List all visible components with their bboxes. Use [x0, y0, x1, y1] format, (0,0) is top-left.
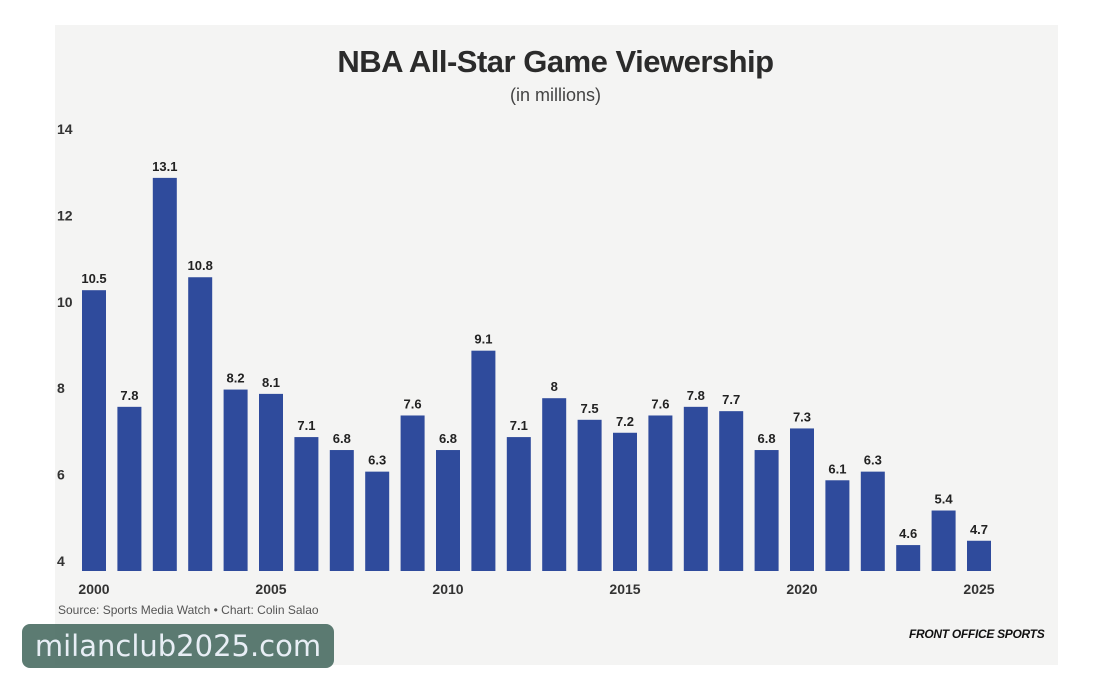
bar-2002: [152, 177, 177, 571]
data-label: 10.8: [188, 258, 213, 273]
chart-subtitle: (in millions): [509, 85, 601, 105]
bar-2025: [967, 540, 991, 571]
bar-2021: [825, 480, 850, 571]
bar-2007: [329, 450, 354, 571]
x-tick-label: 2000: [78, 581, 109, 597]
y-tick-label: 10: [57, 294, 73, 310]
bar-2017: [683, 406, 708, 571]
watermark: milanclub2025.com: [22, 624, 334, 668]
bar-2023: [896, 545, 921, 571]
data-label: 6.3: [368, 453, 386, 468]
bar-2006: [294, 437, 319, 571]
y-tick-label: 8: [57, 380, 65, 396]
data-label: 9.1: [474, 332, 492, 347]
data-label: 8.2: [227, 371, 245, 386]
bar-2018: [719, 411, 744, 571]
data-label: 7.6: [404, 396, 422, 411]
bar-2003: [188, 277, 213, 571]
chart-title: NBA All-Star Game Viewership: [337, 44, 774, 79]
bar-2015: [613, 432, 637, 571]
x-tick-label: 2010: [432, 581, 463, 597]
bar-2009: [400, 415, 425, 571]
data-label: 7.1: [510, 418, 528, 433]
bar-2010: [436, 450, 460, 571]
bar-2011: [471, 350, 496, 571]
bar-2008: [365, 471, 390, 571]
data-label: 6.8: [758, 431, 776, 446]
bar-2024: [931, 510, 956, 571]
data-label: 5.4: [935, 492, 954, 507]
bar-2014: [577, 419, 602, 571]
data-label: 6.1: [828, 461, 846, 476]
source-note: Source: Sports Media Watch • Chart: Coli…: [58, 603, 319, 617]
y-tick-label: 4: [57, 553, 65, 569]
data-label: 8: [551, 379, 558, 394]
x-tick-label: 2005: [255, 581, 286, 597]
bar-2022: [860, 471, 885, 571]
y-tick-label: 6: [57, 467, 65, 483]
bar-2004: [223, 389, 248, 571]
bar-2019: [754, 450, 779, 571]
y-tick-label: 14: [57, 121, 73, 137]
data-label: 10.5: [81, 271, 106, 286]
bar-2020: [790, 428, 814, 571]
data-label: 7.5: [581, 401, 599, 416]
x-tick-label: 2015: [609, 581, 640, 597]
x-tick-label: 2025: [963, 581, 994, 597]
data-label: 7.1: [297, 418, 315, 433]
data-label: 4.7: [970, 522, 988, 537]
y-tick-label: 12: [57, 207, 73, 223]
bar-2012: [506, 437, 531, 571]
data-label: 6.3: [864, 453, 882, 468]
brand-logo: FRONT OFFICE SPORTS: [909, 627, 1045, 641]
data-label: 4.6: [899, 526, 917, 541]
data-label: 6.8: [333, 431, 351, 446]
bar-2013: [542, 398, 567, 571]
bar-2001: [117, 406, 142, 571]
data-label: 8.1: [262, 375, 280, 390]
data-label: 7.3: [793, 409, 811, 424]
bar-2000: [82, 290, 106, 571]
data-label: 7.8: [120, 388, 138, 403]
bar-2016: [648, 415, 673, 571]
bar-2005: [259, 393, 283, 571]
data-label: 6.8: [439, 431, 457, 446]
data-label: 13.1: [152, 159, 177, 174]
data-label: 7.7: [722, 392, 740, 407]
data-label: 7.6: [651, 396, 669, 411]
data-label: 7.8: [687, 388, 705, 403]
data-label: 7.2: [616, 414, 634, 429]
x-tick-label: 2020: [786, 581, 817, 597]
